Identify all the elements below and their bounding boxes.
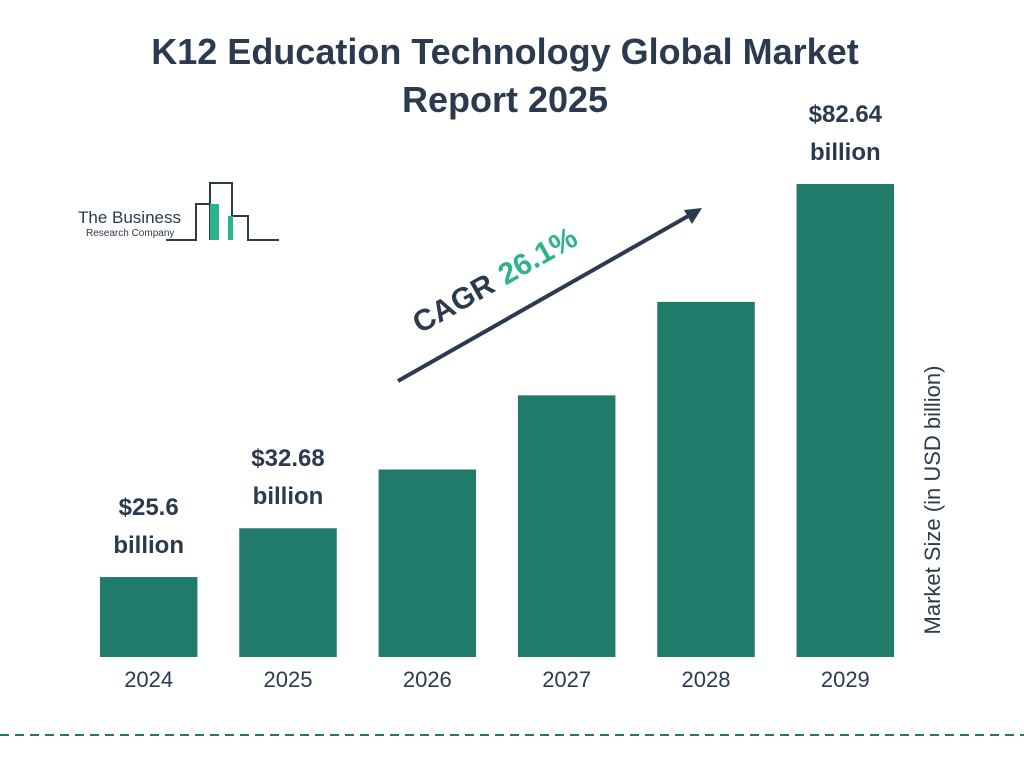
chart-title: K12 Education Technology Global Market R…	[151, 31, 859, 120]
value-label: $25.6 billion	[113, 494, 184, 560]
arrow-head	[684, 208, 702, 224]
bar	[99, 577, 198, 657]
cagr-arrow	[397, 213, 691, 383]
x-tick-label: 2029	[821, 667, 870, 692]
value-label: $82.64 billion	[808, 100, 883, 166]
x-tick-label: 2024	[124, 667, 173, 692]
bar	[378, 469, 477, 657]
logo-line1: The Business	[78, 208, 181, 227]
x-tick-label: 2028	[682, 667, 731, 692]
bar	[517, 395, 616, 657]
cagr-value: 26.1%	[493, 221, 583, 292]
y-axis-label: Market Size (in USD billion)	[920, 366, 945, 635]
x-tick-label: 2025	[264, 667, 313, 692]
x-tick-label: 2026	[403, 667, 452, 692]
x-tick-label: 2027	[542, 667, 591, 692]
bar	[796, 183, 895, 657]
bar	[657, 301, 755, 657]
logo-line2: Research Company	[86, 228, 174, 239]
cagr-annotation: CAGR26.1%	[407, 221, 583, 340]
logo: The Business Research Company	[78, 182, 279, 241]
bar	[239, 528, 337, 657]
value-label: $32.68 billion	[251, 445, 325, 511]
